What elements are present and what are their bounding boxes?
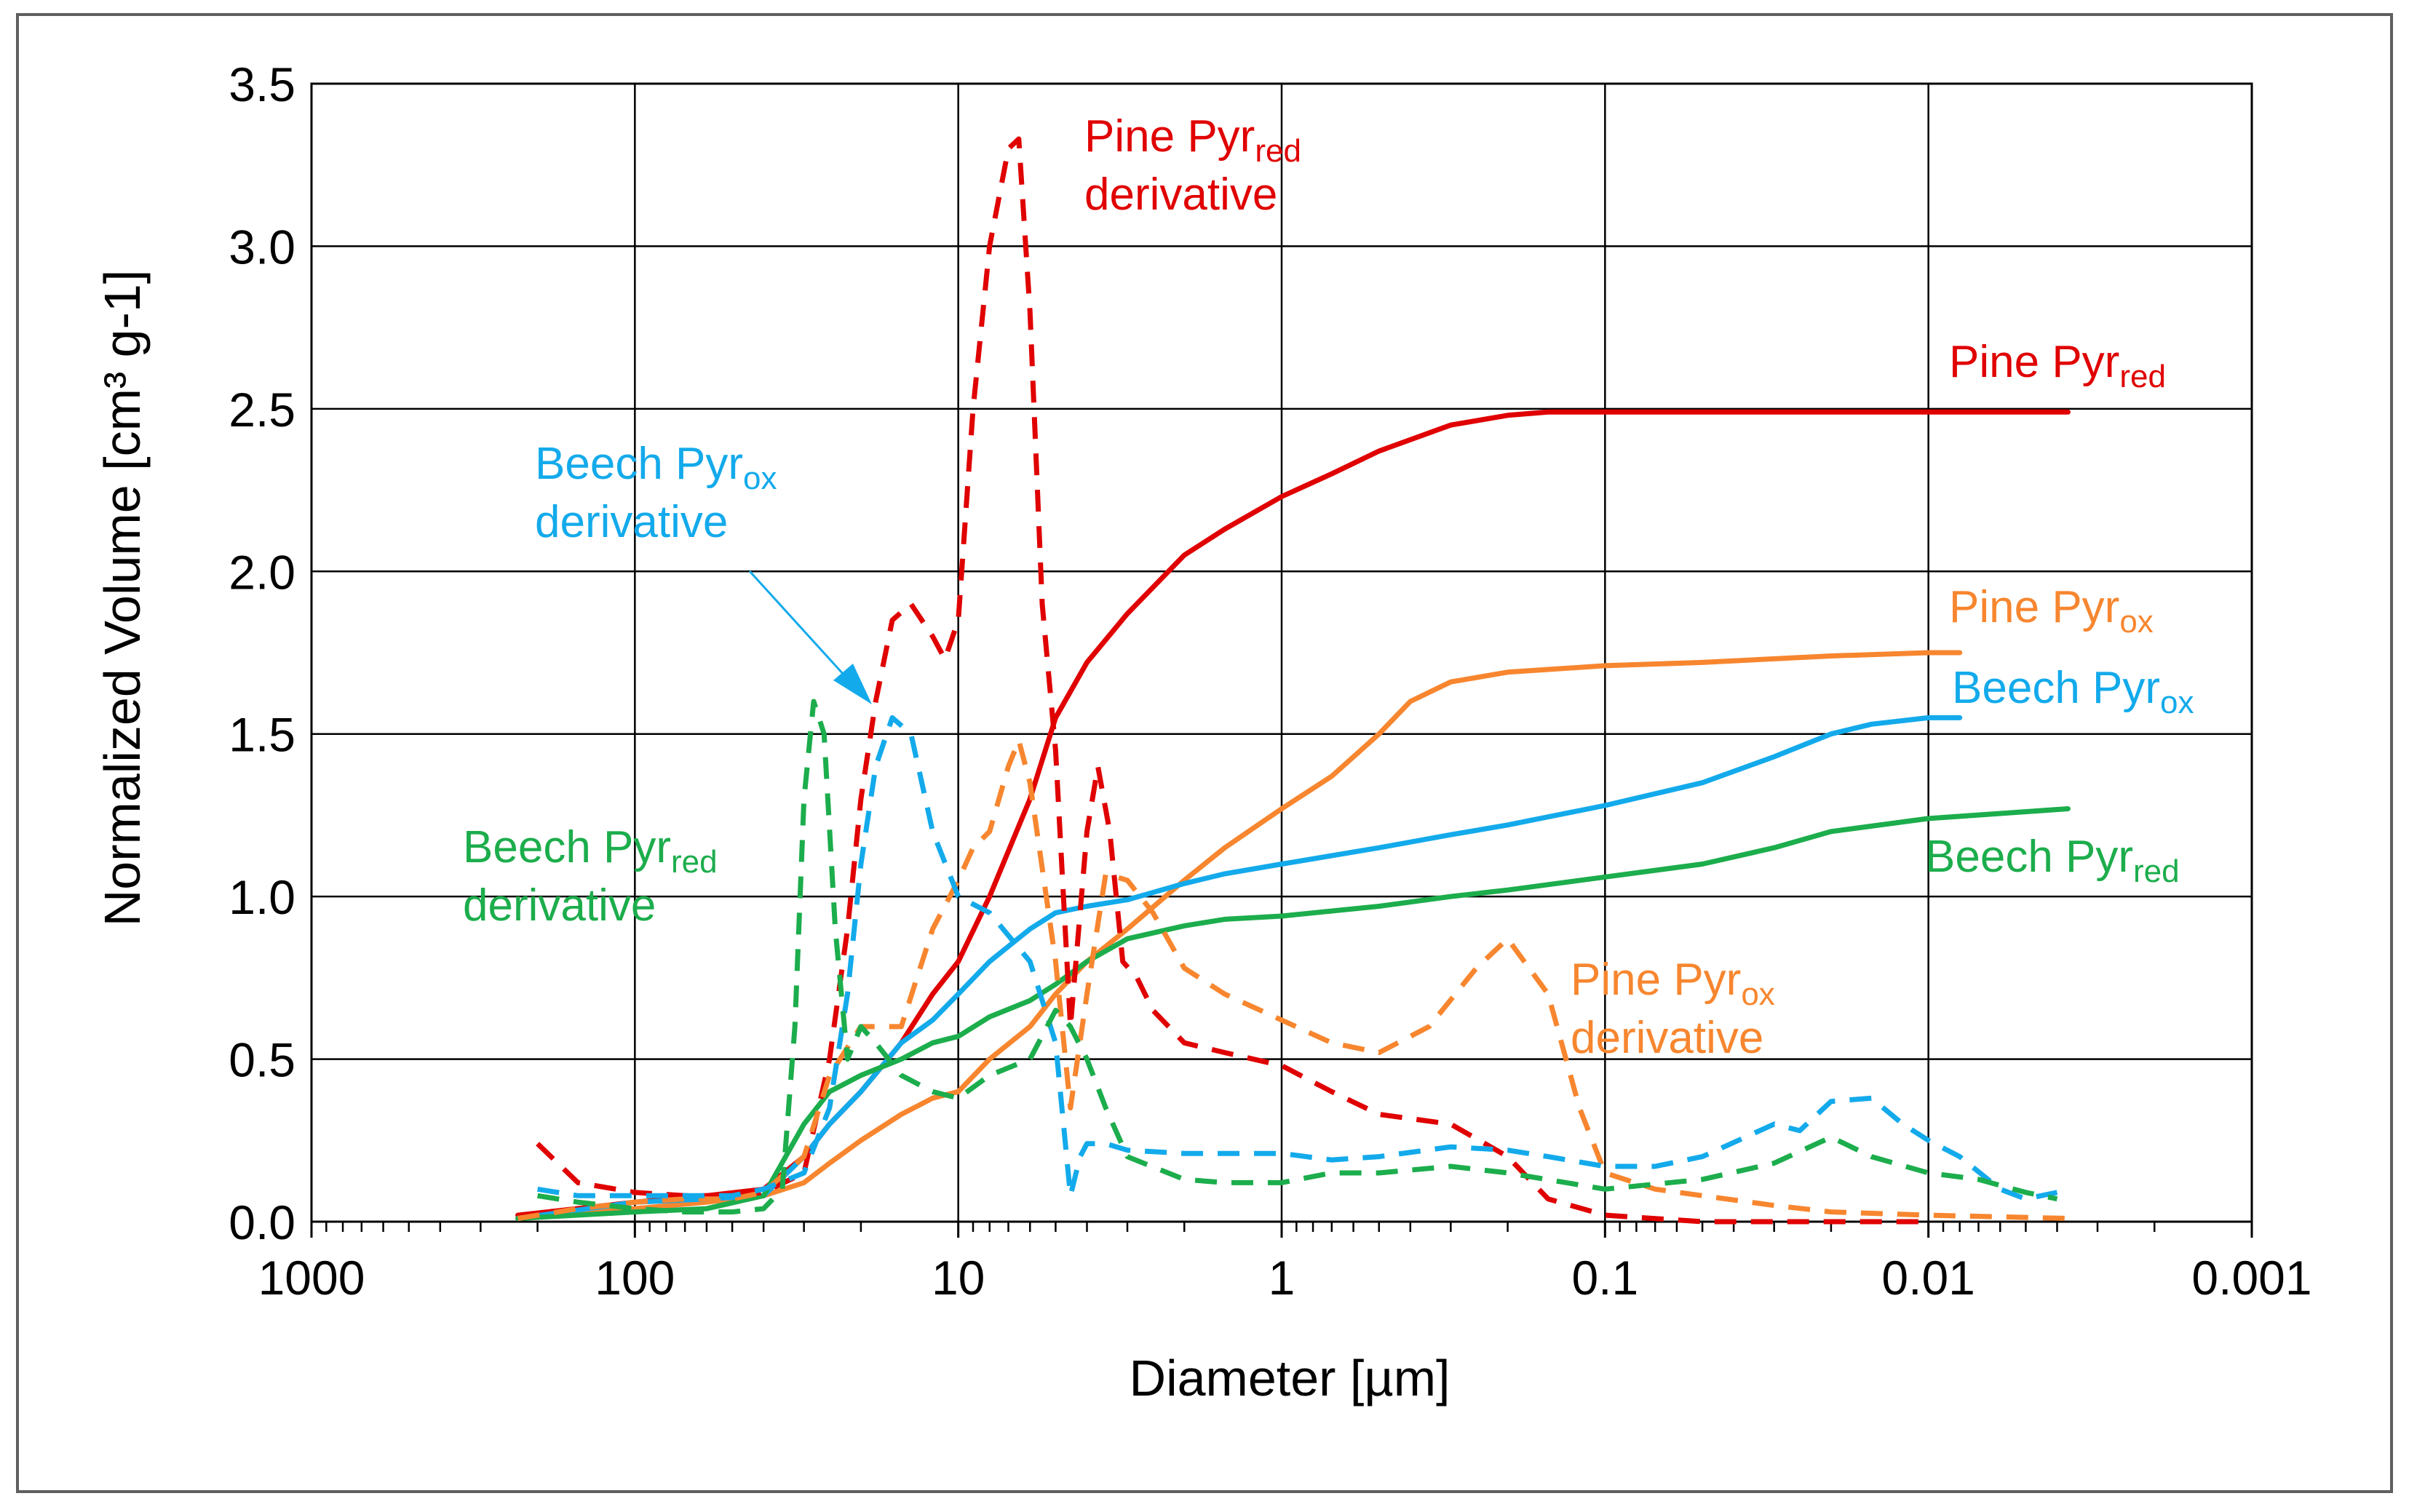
chart-frame xyxy=(16,13,2393,1493)
series-line-beech-pyr-red xyxy=(515,806,2071,1221)
label-beech-ox: Beech Pyrox xyxy=(1952,663,2194,720)
y-tick-label: 2.0 xyxy=(229,545,295,599)
label-beech-red-derivative: Beech Pyrred xyxy=(463,822,718,880)
tick-labels: 0.0 0.5 1.0 1.5 2.0 2.5 3.0 3.5 1000 100 10 1 0.1 0.0… xyxy=(229,57,2311,1305)
x-tick-label: 10 xyxy=(932,1251,985,1305)
label-beech-ox-derivative-line2: derivative xyxy=(535,497,728,547)
y-tick-label: 1.5 xyxy=(229,708,295,762)
series-line-pine-pyr-ox xyxy=(515,650,1963,1221)
x-tick-label: 0.001 xyxy=(2191,1251,2311,1305)
label-beech-red: Beech Pyrred xyxy=(1925,832,2180,889)
series-lines xyxy=(515,136,2071,1225)
label-pine-red-derivative-line2: derivative xyxy=(1084,170,1277,220)
label-pine-ox: Pine Pyrox xyxy=(1949,582,2154,640)
y-tick-label: 2.5 xyxy=(229,383,295,437)
minor-ticks xyxy=(325,1222,2156,1232)
series-line-beech-pyr-red-derivative xyxy=(537,699,2058,1215)
beech-ox-derivative-arrow-line xyxy=(748,570,846,677)
annotation-arrows xyxy=(748,570,872,704)
x-tick-label: 0.01 xyxy=(1881,1251,1975,1305)
x-tick-label: 0.1 xyxy=(1571,1251,1638,1305)
label-pine-ox-derivative-line2: derivative xyxy=(1571,1013,1763,1063)
label-pine-red-derivative: Pine Pyrred xyxy=(1084,111,1301,169)
y-tick-label: 0.5 xyxy=(229,1033,295,1087)
label-pine-ox-derivative: Pine Pyrox xyxy=(1571,955,1775,1012)
y-tick-label: 1.0 xyxy=(229,870,295,924)
series-line-beech-pyr-ox-derivative xyxy=(537,715,2058,1202)
y-tick-label: 3.0 xyxy=(229,220,295,274)
x-axis-title: Diameter [µm] xyxy=(1130,1350,1450,1406)
x-tick-label: 1000 xyxy=(258,1251,365,1305)
series-line-pine-pyr-red-derivative xyxy=(536,136,1929,1225)
label-pine-red: Pine Pyrred xyxy=(1949,337,2166,394)
y-axis-title: Normalized Volume [cm³ g-1] xyxy=(94,270,151,927)
series-line-pine-pyr-ox-derivative xyxy=(517,738,2068,1221)
x-tick-label: 100 xyxy=(595,1251,675,1305)
y-tick-label: 0.0 xyxy=(229,1195,295,1249)
axes xyxy=(310,1222,2253,1238)
label-beech-red-derivative-line2: derivative xyxy=(463,880,656,931)
x-tick-label: 1 xyxy=(1269,1251,1295,1305)
label-beech-ox-derivative: Beech Pyrox xyxy=(535,439,777,496)
beech-ox-derivative-arrow-head xyxy=(833,664,872,704)
y-tick-label: 3.5 xyxy=(229,57,295,111)
